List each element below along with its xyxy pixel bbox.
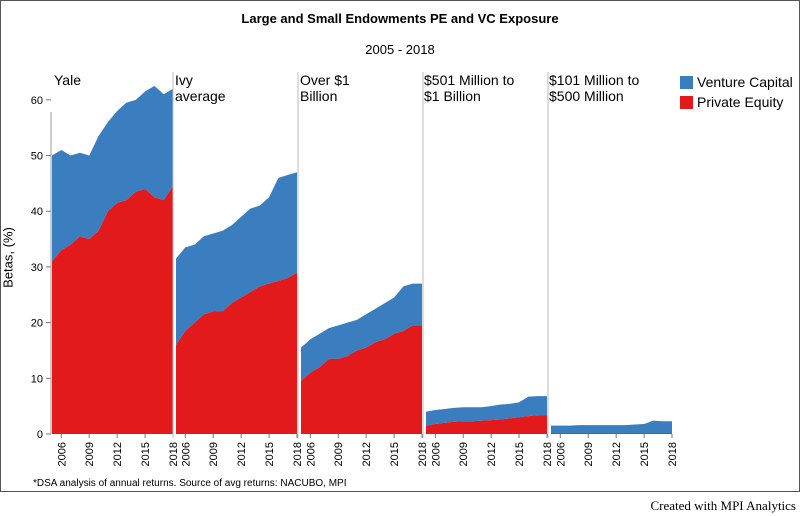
x-tick-label: 2009 [208, 442, 220, 466]
series-area-venture-capital [551, 420, 672, 434]
y-tick-label: 10 [31, 373, 43, 385]
series-area-private-equity [176, 272, 297, 434]
x-tick-label: 2006 [555, 442, 567, 466]
series-area-private-equity [426, 415, 547, 434]
x-tick-label: 2006 [305, 442, 317, 466]
series-area-private-equity [52, 186, 173, 434]
panel-label-over-1b: Over $1 Billion [300, 72, 350, 104]
y-tick-label: 30 [31, 262, 43, 274]
x-tick-label: 2009 [84, 442, 96, 466]
legend-item-venture-capital: Venture Capital [680, 72, 793, 92]
x-tick-label: 2015 [140, 442, 152, 466]
panel-label-101m-500m: $101 Million to $500 Million [549, 72, 640, 104]
x-tick-label: 2009 [583, 442, 595, 466]
x-tick-label: 2012 [611, 442, 623, 466]
y-tick-label: 0 [37, 429, 43, 441]
y-tick-label: 60 [31, 95, 43, 107]
x-tick-label: 2012 [486, 442, 498, 466]
chart-title: Large and Small Endowments PE and VC Exp… [241, 11, 559, 26]
legend-item-private-equity: Private Equity [680, 92, 793, 112]
legend-label-private-equity: Private Equity [697, 94, 784, 110]
y-tick-label: 50 [31, 151, 43, 163]
series-area-private-equity [301, 325, 422, 434]
series-area-private-equity [551, 433, 672, 434]
credit-text: Created with MPI Analytics [650, 498, 796, 513]
panel-label-501m-1b: $501 Million to $1 Billion [424, 72, 515, 104]
x-tick-label: 2015 [264, 442, 276, 466]
footnote: *DSA analysis of annual returns. Source … [33, 478, 347, 489]
x-tick-label: 2012 [236, 442, 248, 466]
x-tick-label: 2018 [292, 442, 304, 466]
series-area-venture-capital [176, 172, 297, 345]
y-tick-label: 40 [31, 206, 43, 218]
x-tick-label: 2018 [542, 442, 554, 466]
series-area-venture-capital [426, 396, 547, 426]
x-tick-label: 2012 [112, 442, 124, 466]
chart-subtitle: 2005 - 2018 [365, 42, 435, 57]
x-tick-label: 2015 [639, 442, 651, 466]
x-tick-label: 2006 [430, 442, 442, 466]
x-tick-label: 2018 [168, 442, 180, 466]
panel-label-ivy: Ivy average [175, 72, 226, 104]
legend-label-venture-capital: Venture Capital [697, 74, 793, 90]
x-tick-label: 2009 [333, 442, 345, 466]
x-tick-label: 2015 [389, 442, 401, 466]
series-area-venture-capital [52, 85, 173, 262]
x-tick-label: 2009 [458, 442, 470, 466]
legend-swatch-private-equity [680, 95, 693, 109]
x-tick-label: 2018 [667, 442, 679, 466]
series-area-venture-capital [301, 283, 422, 382]
x-tick-label: 2012 [361, 442, 373, 466]
legend: Venture Capital Private Equity [680, 72, 793, 112]
x-tick-label: 2006 [56, 442, 68, 466]
y-axis-label: Betas, (%) [0, 227, 16, 288]
x-tick-label: 2015 [514, 442, 526, 466]
y-tick-label: 20 [31, 318, 43, 330]
x-tick-label: 2018 [417, 442, 429, 466]
x-tick-label: 2006 [180, 442, 192, 466]
panel-label-yale: Yale [54, 72, 81, 88]
legend-swatch-venture-capital [680, 75, 693, 89]
